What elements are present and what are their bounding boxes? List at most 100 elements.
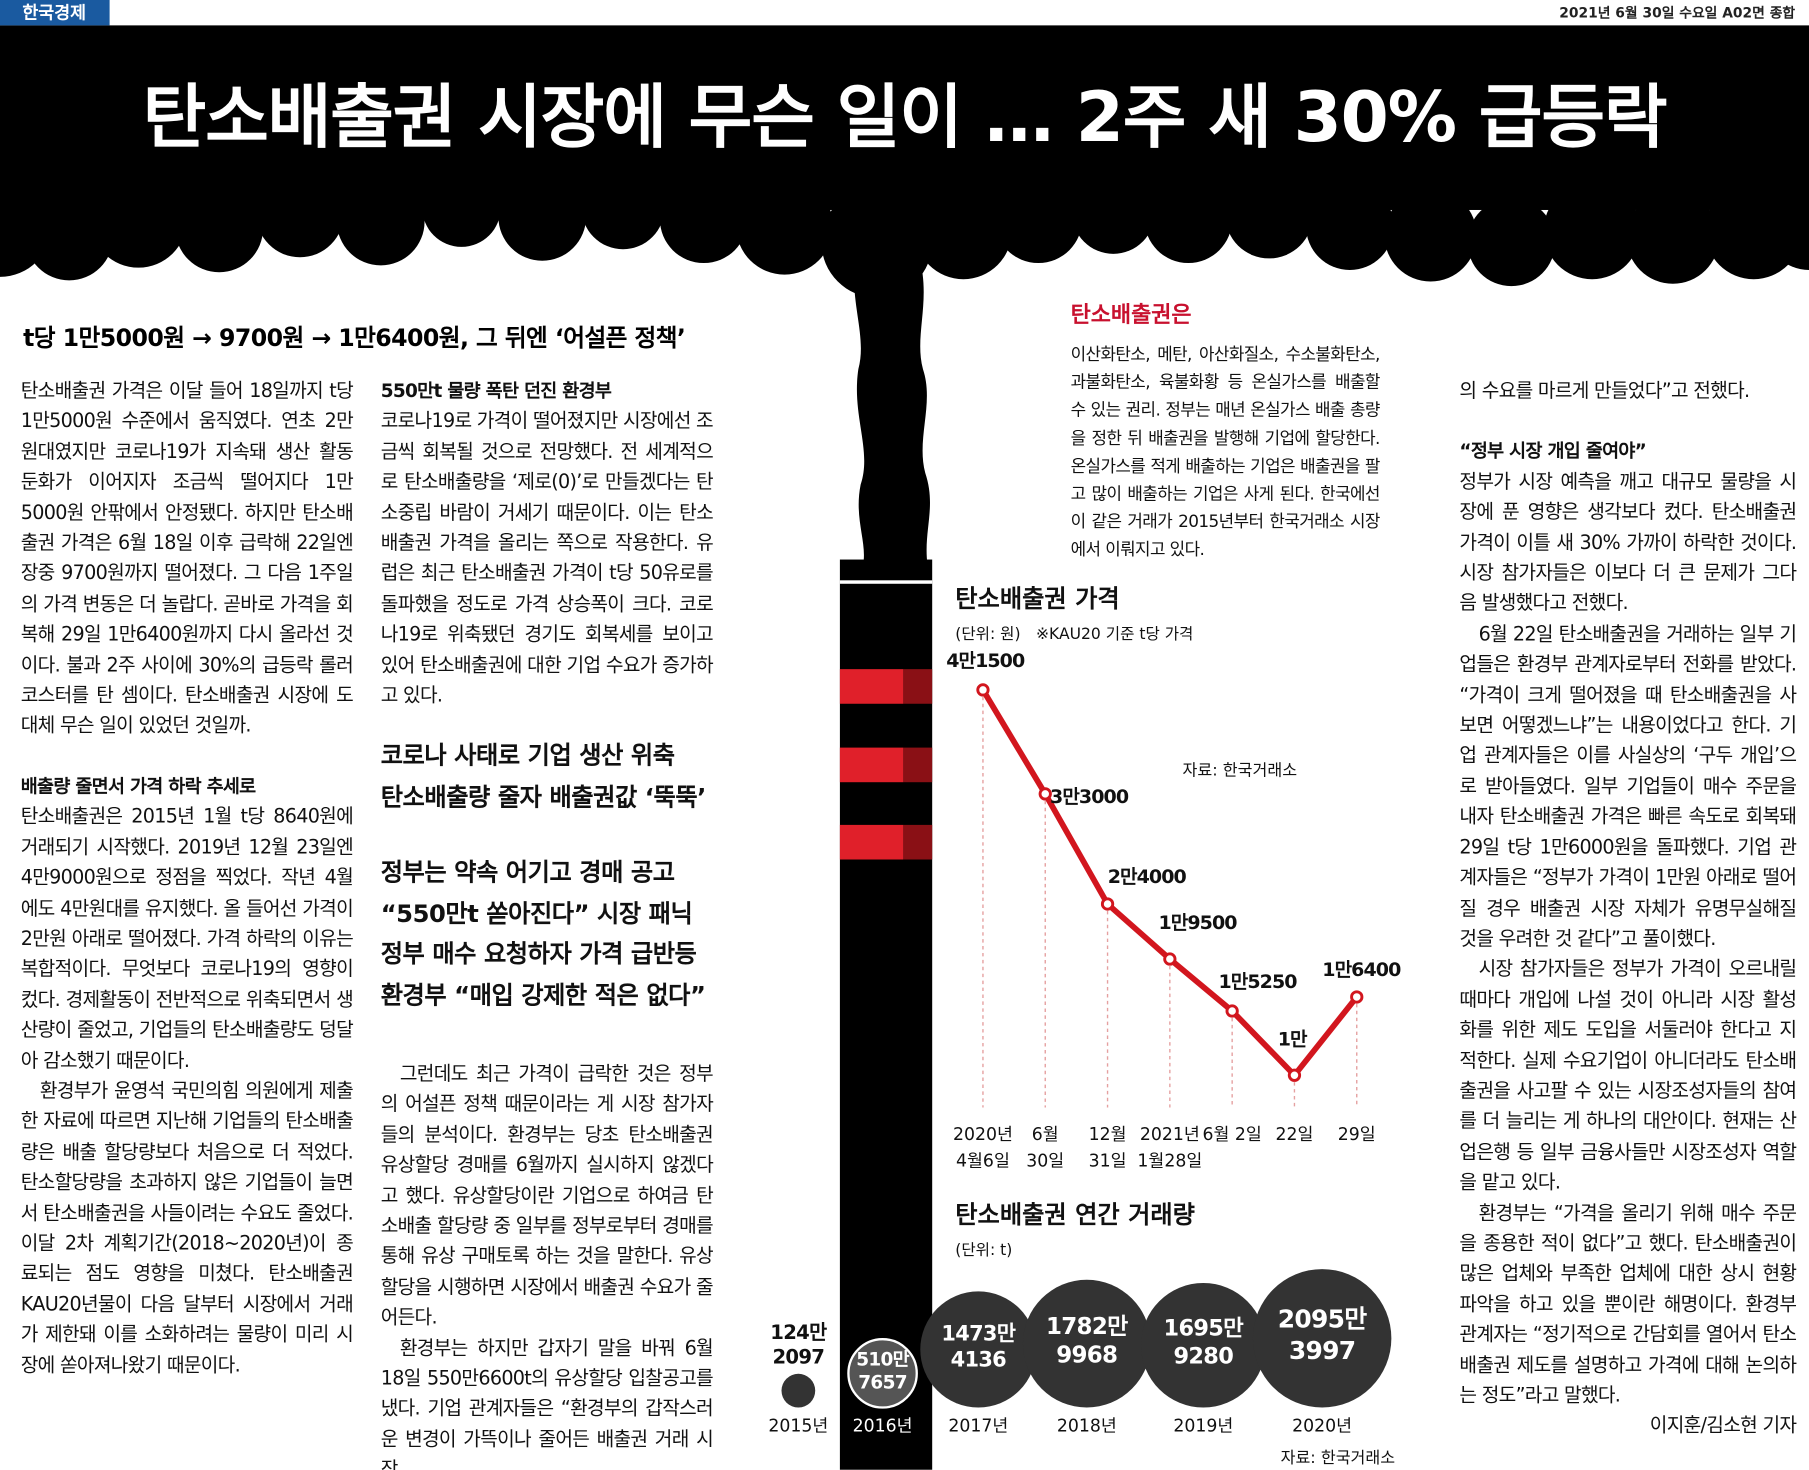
chart-source: 자료: 한국거래소 — [1183, 760, 1298, 779]
chart-unit: (단위: t) — [955, 1241, 1012, 1259]
sidebar-text: 이산화탄소, 메탄, 아산화질소, 수소불화탄소, 과불화탄소, 육불화황 등 … — [1070, 344, 1381, 561]
cloud — [175, 184, 264, 273]
bubble — [1141, 1282, 1266, 1408]
cloud — [994, 175, 1083, 264]
cloud — [1071, 170, 1155, 254]
x-tick-label: 2015년 — [768, 1417, 828, 1437]
data-point — [1100, 897, 1115, 911]
cloud — [659, 175, 748, 264]
pullquote-line: “550만t 쏟아진다” 시장 패닉 — [380, 899, 693, 927]
dateline: 2021년 6월 30일 수요일 A02면 종합 — [1559, 4, 1795, 21]
paragraph: 코로나19로 가격이 떨어졌지만 시장에선 조금씩 회복될 것으로 전망했다. … — [380, 410, 714, 707]
data-point — [1038, 787, 1052, 801]
bubble — [920, 1291, 1037, 1408]
data-label: 4136 — [951, 1348, 1006, 1372]
headline: 탄소배출권 시장에 무슨 일이 … 2주 새 30% 급등락 — [143, 78, 1667, 158]
bubble — [1252, 1269, 1392, 1408]
data-label: 1695만 — [1164, 1316, 1245, 1342]
x-tick-label: 2019년 — [1173, 1417, 1233, 1437]
data-point — [1350, 990, 1364, 1004]
data-label: 1782만 — [1046, 1314, 1128, 1340]
chimney-band — [839, 824, 904, 860]
bubble — [1022, 1279, 1151, 1408]
pullquote-line: 코로나 사태로 기업 생산 위축 — [380, 741, 675, 770]
data-label: 1만 — [1278, 1028, 1308, 1050]
section-heading: 배출량 줄면서 가격 하락 추세로 — [20, 775, 256, 798]
data-point — [1287, 1068, 1302, 1082]
cloud — [914, 182, 1012, 280]
data-label: 124만 — [770, 1321, 827, 1344]
chart-title: 탄소배출권 가격 — [955, 585, 1119, 613]
chart-note: ※KAU20 기준 t당 가격 — [1036, 625, 1193, 643]
section-heading: 550만t 물량 폭탄 던진 환경부 — [380, 379, 612, 402]
cloud — [1305, 182, 1394, 270]
cloud — [736, 177, 833, 275]
data-label: 2만4000 — [1108, 866, 1187, 888]
cloud — [422, 168, 501, 247]
x-tick-label: 22일 — [1275, 1125, 1313, 1145]
pullquote-line: 정부는 약속 어기고 경매 공고 — [380, 858, 675, 887]
x-tick-label: 29일 — [1338, 1125, 1376, 1145]
x-tick-label: 30일 — [1026, 1151, 1064, 1171]
x-tick-label: 2017년 — [948, 1417, 1008, 1437]
pullquote-line: 환경부 “매입 강제한 적은 없다” — [380, 981, 706, 1009]
x-tick-label: 2016년 — [853, 1417, 913, 1437]
cloud — [1384, 189, 1477, 282]
paragraph: 그런데도 최근 가격이 급락한 것은 정부의 어설픈 정책 때문이라는 게 시장… — [380, 1062, 714, 1329]
data-label: 510만 — [856, 1349, 909, 1370]
data-label: 9280 — [1174, 1344, 1234, 1370]
data-label: 7657 — [858, 1373, 907, 1394]
logo-box — [0, 0, 110, 26]
paper-name: 한국경제 — [22, 3, 86, 23]
cloud — [1225, 170, 1313, 259]
cloud — [581, 166, 665, 250]
data-point — [1163, 952, 1177, 966]
paragraph: 환경부가 윤영석 국민의힘 의원에게 제출한 자료에 따르면 지난해 기업들의 … — [20, 1079, 354, 1376]
data-label: 1473만 — [941, 1322, 1015, 1346]
paragraph: 시장 참가자들은 정부가 가격이 오르내릴 때마다 개입에 나설 것이 아니라 … — [1459, 957, 1797, 1194]
cloud — [498, 173, 587, 261]
column-4: 의 수요를 마르게 만들었다”고 전했다. “정부 시장 개입 줄여야” 정부가… — [1459, 376, 1797, 1442]
data-label: 2097 — [772, 1345, 824, 1368]
chimney-stripe — [839, 580, 933, 584]
data-label: 1만6400 — [1322, 959, 1401, 981]
chart-unit: (단위: 원) — [955, 625, 1020, 643]
chimney-band — [839, 669, 904, 704]
chimney-band — [903, 824, 933, 860]
x-tick-label: 1월28일 — [1137, 1151, 1202, 1171]
smoke-clouds — [0, 25, 1809, 566]
paragraph: 환경부는 “가격을 올리기 위해 매수 주문을 종용한 적이 없다”고 했다. … — [1459, 1201, 1797, 1407]
chimney-band — [903, 669, 933, 704]
chimney-band — [839, 747, 904, 783]
data-label: 3만3000 — [1050, 786, 1129, 808]
bubble — [781, 1373, 816, 1408]
section-heading: “정부 시장 개입 줄여야” — [1459, 440, 1647, 462]
x-tick-label: 2020년 — [953, 1125, 1013, 1145]
x-tick-label: 4월6일 — [956, 1151, 1010, 1171]
data-label: 2095만 — [1278, 1305, 1368, 1334]
chimney-band — [903, 747, 933, 783]
x-tick-label: 2018년 — [1057, 1417, 1117, 1437]
subheadline: t당 1만5000원 → 9700원 → 1만6400원, 그 뒤엔 ‘어설픈 … — [23, 324, 686, 352]
chimney — [839, 559, 933, 1470]
x-tick-label: 2020년 — [1292, 1417, 1352, 1437]
data-label: 1만9500 — [1158, 912, 1237, 934]
paragraph: 정부가 시장 예측을 깨고 대규모 물량을 시장에 푼 영향은 생각보다 컸다.… — [1459, 470, 1797, 615]
paragraph: 환경부는 하지만 갑자기 말을 바꿔 6월 18일 550만6600t의 유상할… — [380, 1336, 714, 1470]
cloud — [89, 170, 187, 268]
data-label: 4만1500 — [946, 650, 1025, 672]
x-tick-label: 12월 — [1089, 1125, 1127, 1145]
paragraph: 6월 22일 탄소배출권을 거래하는 일부 기업들은 환경부 관계자로부터 전화… — [1459, 622, 1797, 950]
chart-title: 탄소배출권 연간 거래량 — [955, 1201, 1195, 1229]
data-label: 9968 — [1056, 1343, 1117, 1369]
sidebar-title: 탄소배출권은 — [1071, 303, 1192, 328]
cloud — [336, 177, 425, 266]
smoke-column — [854, 253, 930, 566]
paragraph: 탄소배출권은 2015년 1월 t당 8640원에 거래되기 시작했다. 201… — [20, 805, 354, 1072]
cloud — [1543, 182, 1641, 280]
cloud — [256, 169, 344, 258]
x-tick-label: 31일 — [1089, 1151, 1127, 1171]
